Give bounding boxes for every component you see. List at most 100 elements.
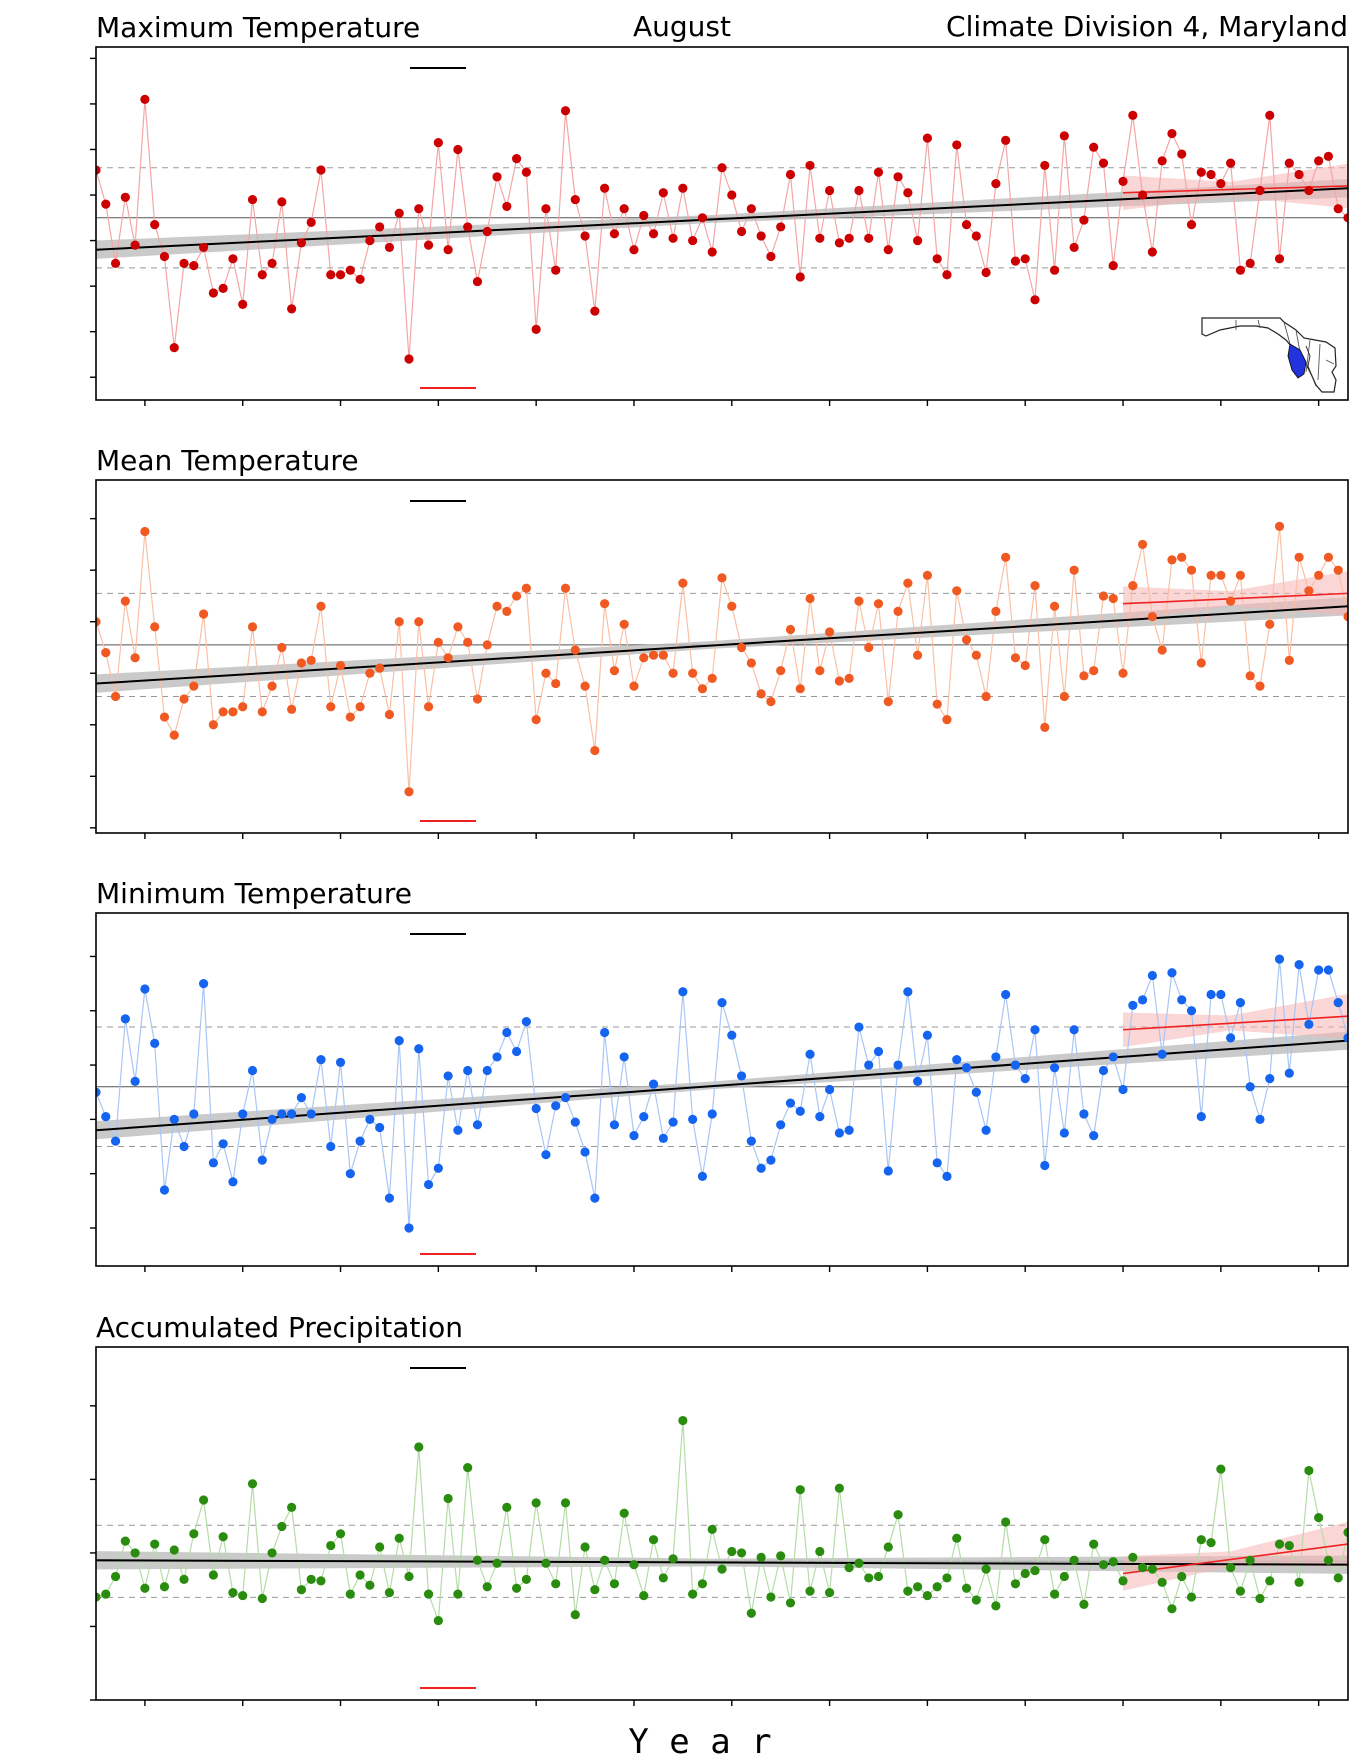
data-point-precip — [688, 1589, 698, 1599]
trend-line-long-precip — [96, 1559, 1348, 1566]
data-point-mean — [110, 691, 121, 702]
data-point-precip — [707, 1524, 717, 1534]
data-point-mean — [228, 707, 238, 717]
data-point-max — [717, 163, 727, 173]
data-point-mean — [560, 583, 571, 593]
data-point-mean — [355, 702, 365, 712]
data-point-precip — [1343, 1527, 1348, 1537]
data-point-precip — [1089, 1539, 1099, 1549]
data-point-precip — [96, 1592, 101, 1602]
data-point-max — [1167, 128, 1177, 139]
data-point-min — [326, 1141, 336, 1152]
data-point-min — [120, 1014, 130, 1024]
data-point-precip — [384, 1588, 395, 1598]
data-point-mean — [433, 637, 443, 647]
data-point-min — [1235, 998, 1246, 1008]
data-point-mean — [824, 627, 835, 637]
data-point-precip — [873, 1571, 884, 1582]
data-point-precip — [140, 1583, 150, 1593]
data-point-mean — [922, 570, 933, 580]
data-point-max — [1030, 295, 1040, 305]
data-point-max — [365, 235, 375, 246]
data-point-max — [531, 324, 541, 334]
data-point-max — [1010, 256, 1021, 266]
data-point-precip — [1118, 1576, 1128, 1586]
data-point-mean — [1284, 655, 1294, 665]
data-point-min — [1284, 1068, 1294, 1078]
data-point-mean — [1314, 570, 1324, 580]
data-point-mean — [727, 601, 737, 611]
data-point-precip — [893, 1510, 903, 1520]
data-point-min — [1098, 1065, 1109, 1076]
data-point-max — [375, 222, 385, 232]
data-point-mean — [96, 617, 101, 627]
data-point-max — [414, 204, 424, 214]
x-axis-label: Y e a r — [628, 1722, 771, 1760]
data-point-mean — [844, 673, 854, 684]
panel-min: Minimum Temperature — [90, 877, 1349, 1272]
data-point-mean — [883, 696, 893, 707]
data-point-mean — [864, 642, 874, 653]
data-point-precip — [198, 1495, 209, 1505]
data-point-mean — [287, 704, 297, 714]
data-point-mean — [296, 658, 307, 668]
data-point-max — [355, 274, 365, 284]
data-point-min — [404, 1223, 414, 1233]
data-point-max — [952, 140, 962, 150]
data-point-precip — [697, 1579, 708, 1589]
data-point-mean — [208, 720, 218, 730]
data-point-mean — [1128, 581, 1138, 591]
data-point-max — [961, 220, 972, 230]
data-point-max — [1333, 204, 1343, 214]
data-point-mean — [1108, 593, 1118, 604]
data-point-precip — [130, 1548, 140, 1558]
data-point-precip — [834, 1483, 844, 1493]
data-point-min — [688, 1114, 698, 1124]
data-point-mean — [590, 745, 600, 756]
data-point-max — [883, 245, 893, 255]
data-point-mean — [1089, 666, 1099, 676]
data-point-precip — [541, 1558, 551, 1568]
data-point-max — [1245, 258, 1255, 268]
data-point-min — [942, 1171, 952, 1181]
data-point-max — [697, 213, 708, 223]
data-point-max — [238, 299, 248, 309]
trend-band-recent-max — [1123, 163, 1348, 211]
data-point-min — [1069, 1025, 1079, 1035]
data-point-max — [1265, 110, 1275, 120]
data-point-mean — [1010, 653, 1021, 663]
data-point-precip — [306, 1574, 316, 1584]
data-point-max — [1343, 213, 1348, 223]
data-point-precip — [1079, 1599, 1089, 1609]
data-point-precip — [1137, 1563, 1148, 1573]
data-point-mean — [1343, 611, 1348, 622]
data-point-mean — [1040, 722, 1050, 732]
data-point-max — [1294, 169, 1304, 180]
data-point-mean — [600, 599, 610, 609]
data-point-mean — [707, 673, 717, 684]
data-point-precip — [1255, 1593, 1265, 1604]
data-point-mean — [423, 702, 434, 712]
data-point-precip — [717, 1564, 727, 1574]
data-point-precip — [1001, 1517, 1011, 1527]
data-point-min — [463, 1065, 473, 1076]
data-point-precip — [991, 1601, 1001, 1611]
data-point-max — [864, 233, 874, 243]
data-point-precip — [746, 1608, 756, 1618]
data-point-mean — [854, 596, 864, 606]
data-point-mean — [1020, 660, 1030, 671]
data-point-max — [1255, 185, 1265, 196]
data-point-precip — [1128, 1552, 1138, 1562]
data-point-mean — [1235, 570, 1246, 580]
panel-title-precip: Accumulated Precipitation — [96, 1311, 463, 1344]
data-point-min — [922, 1030, 933, 1040]
data-point-min — [619, 1052, 629, 1062]
data-point-min — [648, 1079, 659, 1089]
data-point-mean — [1196, 658, 1206, 668]
data-point-precip — [482, 1582, 492, 1592]
data-point-mean — [1216, 570, 1226, 580]
data-point-precip — [110, 1571, 121, 1582]
data-point-min — [746, 1136, 756, 1146]
data-point-min — [981, 1125, 991, 1135]
data-point-max — [678, 183, 688, 193]
